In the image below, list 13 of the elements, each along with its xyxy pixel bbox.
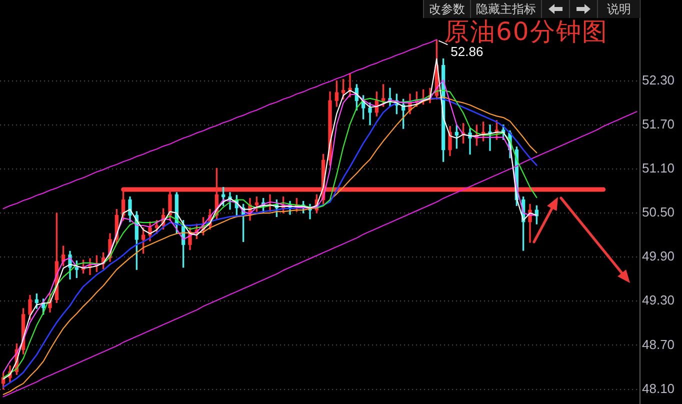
annotation: 说明 [597, 0, 640, 18]
y-tick-label: 49.30 [642, 292, 675, 308]
y-tick-label: 49.90 [642, 248, 675, 264]
y-tick-label: 51.10 [642, 160, 675, 176]
y-tick-label: 52.30 [642, 72, 675, 88]
text: 原油60分钟图 [444, 17, 608, 46]
annotation: 隐藏主指标 [470, 0, 541, 18]
y-tick-label: 50.50 [642, 204, 675, 220]
annotation: 改参数 [423, 0, 470, 18]
text: 52.86 [450, 44, 484, 60]
y-tick-label: 48.70 [642, 336, 675, 352]
y-tick-label: 48.10 [642, 380, 675, 396]
y-tick-label: 51.70 [642, 116, 675, 132]
